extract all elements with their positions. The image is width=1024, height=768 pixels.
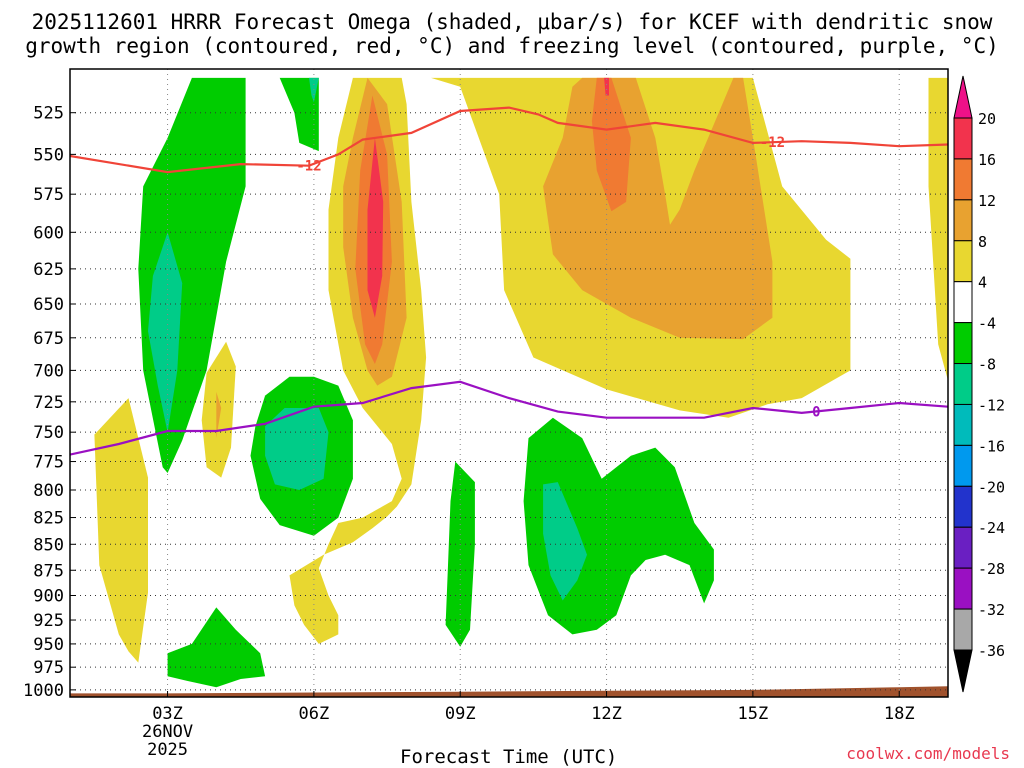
colorbar-bin [953,117,973,160]
y-tick-label: 750 [33,423,64,443]
x-tick-label: 15Z [738,704,769,724]
colorbar-label: 12 [978,192,996,210]
contour-label: 0 [812,404,820,420]
colorbar-bin [953,363,973,405]
colorbar-label: -8 [978,356,996,374]
y-tick-label: 900 [33,586,64,606]
omega-shading-layer [94,77,948,688]
contour-line--12 [70,106,948,174]
x-tick-label: 09Z [445,704,476,724]
contour-line-0 [70,380,948,456]
colorbar-bin [953,240,973,283]
y-tick-label: 575 [33,185,64,205]
colorbar-top-arrow [953,75,973,119]
y-tick-label: 525 [33,104,64,124]
colorbar: 20 16 12 8 4 -4 -8 -12 -16 -20 -24 -28 -32 -36 [953,75,1005,693]
colorbar-label: -20 [978,478,1005,496]
y-tick-label: 550 [33,145,64,165]
x-tick-label: 06Z [299,704,330,724]
omega-region-17 [167,607,266,688]
colorbar-bin [953,403,973,446]
y-tick-label: 975 [33,658,64,678]
colorbar-bin [953,444,973,487]
x-tick-label: 12Z [591,704,622,724]
colorbar-label: -24 [978,519,1005,537]
colorbar-bin [953,281,973,324]
y-tick-label: 650 [33,295,64,315]
chart-title-line-1: 2025112601 HRRR Forecast Omega (shaded, … [31,10,993,34]
omega-region-16 [265,408,329,490]
omega-region-6 [367,137,384,318]
omega-region-14 [309,77,319,103]
terrain-layer [70,686,948,697]
x-axis-title: Forecast Time (UTC) [400,746,618,768]
omega-region-9 [591,77,631,212]
x-tick-label: 03Z [152,704,183,724]
omega-region-10 [604,77,609,96]
colorbar-label: -36 [978,642,1005,660]
y-tick-label: 625 [33,260,64,280]
colorbar-label: 4 [978,274,987,292]
x-tick-year-label: 2025 [147,740,188,760]
colorbar-bin [953,608,973,651]
axes-layer: 525 550 575 600 625 650 675 700 725 750 775 800 825 8… [23,68,949,760]
plot-frame [69,68,949,698]
omega-region-0 [94,398,148,663]
colorbar-bin [953,322,973,365]
colorbar-label: 20 [978,110,996,128]
y-tick-label: 675 [33,329,64,349]
y-tick-label: 850 [33,535,64,555]
chart-title-line-2: growth region (contoured, red, °C) and f… [25,34,999,58]
y-tick-label: 800 [33,481,64,501]
colorbar-label: 16 [978,151,996,169]
omega-region-13 [279,77,319,152]
contour-label: -12 [296,159,321,175]
credit-text: coolwx.com/models [846,744,1010,763]
x-tick-label: 18Z [884,704,915,724]
terrain-fill [70,686,948,697]
omega-region-12 [148,232,183,433]
colorbar-bottom-arrow [953,649,973,693]
omega-region-20 [543,482,587,601]
y-tick-label: 825 [33,509,64,529]
y-tick-label: 875 [33,561,64,581]
y-tick-label: 700 [33,361,64,381]
colorbar-label: 8 [978,233,987,251]
y-tick-label: 925 [33,611,64,631]
colorbar-bin [953,567,973,610]
colorbar-label: -32 [978,601,1005,619]
y-tick-label: 1000 [23,681,64,701]
omega-region-2 [216,391,222,439]
contour-layer: -12 -12 0 [70,106,948,456]
colorbar-label: -4 [978,315,996,333]
colorbar-label: -16 [978,437,1005,455]
y-tick-label: 950 [33,635,64,655]
contour-label: -12 [760,135,785,151]
y-tick-label: 600 [33,223,64,243]
x-tick-date-label: 26NOV [142,722,193,742]
colorbar-bin [953,526,973,569]
colorbar-bin [953,199,973,242]
y-tick-label: 775 [33,453,64,473]
colorbar-bin [953,485,973,528]
y-tick-label: 725 [33,393,64,413]
colorbar-label: -12 [978,396,1005,414]
colorbar-bin [953,158,973,201]
colorbar-label: -28 [978,560,1005,578]
